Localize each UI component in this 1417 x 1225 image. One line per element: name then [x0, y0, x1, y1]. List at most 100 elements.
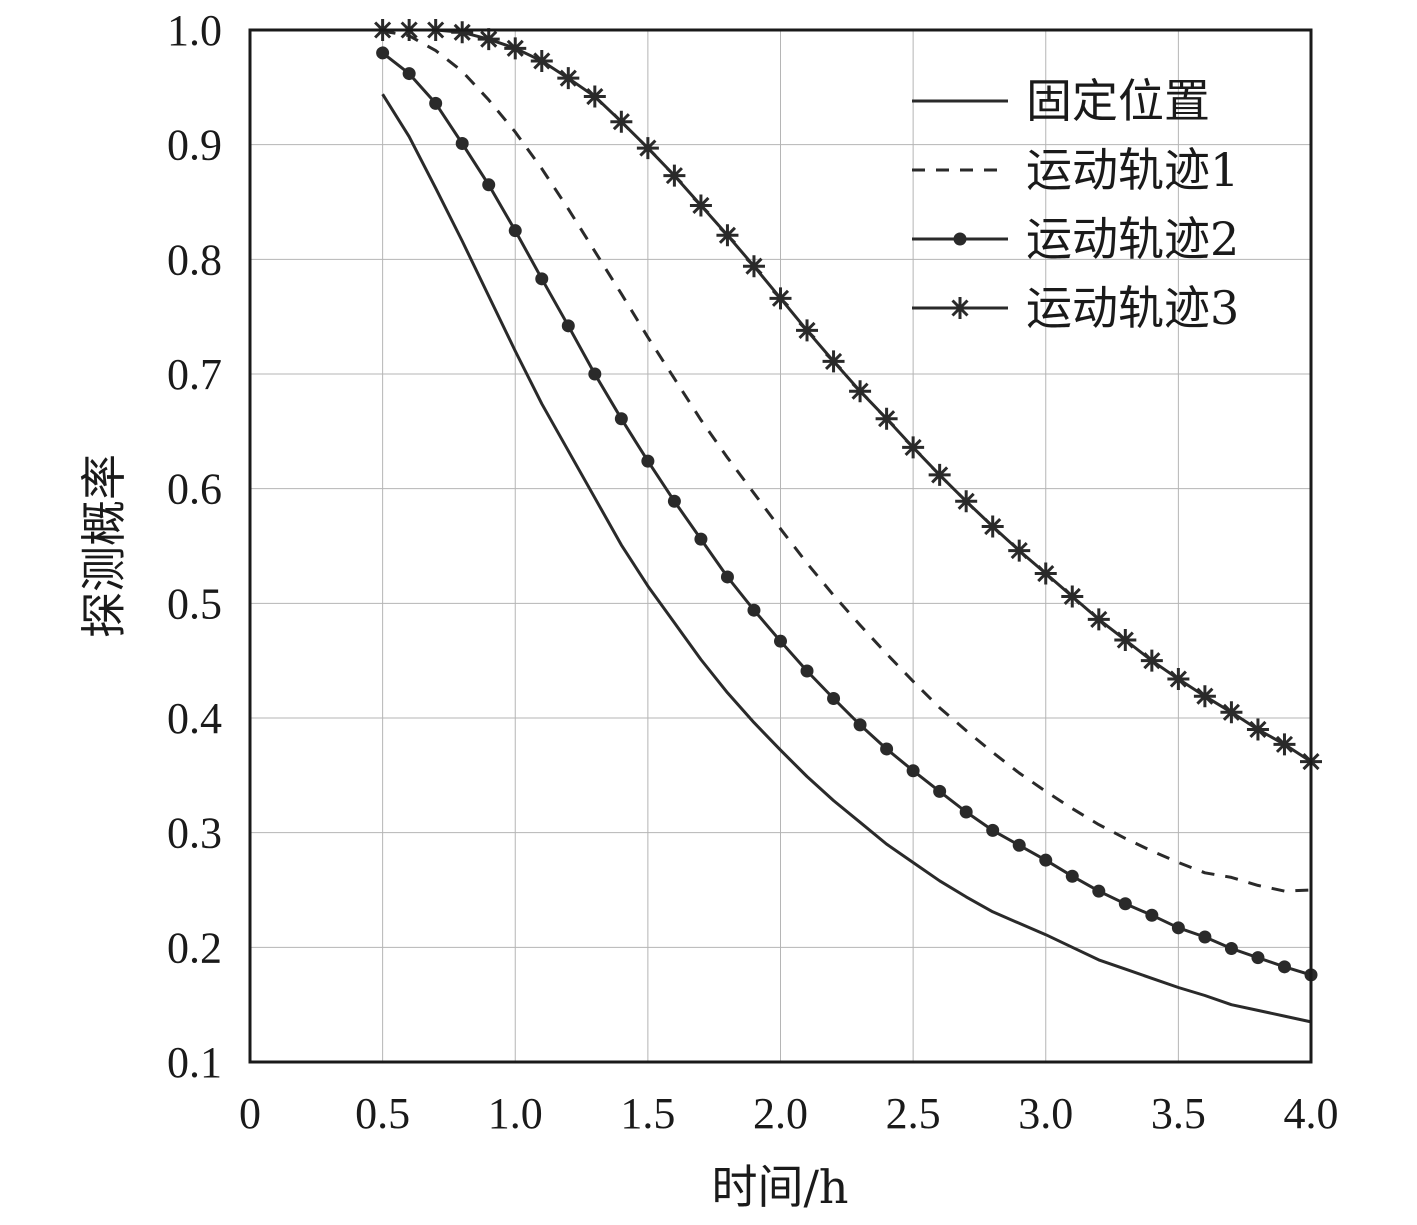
data-point: [667, 494, 681, 508]
series-1: [381, 93, 1312, 1024]
data-point: [663, 164, 686, 187]
x-tick-label: 3.5: [1151, 1089, 1206, 1138]
data-point: [796, 319, 819, 342]
data-point: [1251, 951, 1265, 965]
data-point: [774, 634, 787, 648]
data-point: [1145, 908, 1159, 922]
data-point: [1273, 733, 1296, 756]
x-tick-label: 4.0: [1284, 1089, 1339, 1138]
data-point: [1140, 649, 1163, 672]
legend-item: 运动轨迹1: [912, 143, 1239, 197]
data-point: [849, 380, 872, 403]
series-3: [376, 46, 1318, 982]
data-point: [928, 463, 951, 486]
data-point: [1008, 539, 1031, 562]
data-point: [451, 21, 474, 44]
data-point: [588, 367, 602, 381]
data-point: [561, 319, 575, 333]
data-point: [376, 46, 390, 60]
data-point: [986, 823, 1000, 837]
legend-label: 运动轨迹1: [1026, 143, 1239, 197]
data-point: [1092, 884, 1106, 898]
x-axis-ticks: 0 0.5 1.0 1.5 2.0 2.5 3.0 3.5 4.0: [239, 1089, 1339, 1138]
x-tick-label: 2.5: [886, 1089, 941, 1138]
data-point: [875, 407, 898, 430]
data-point: [906, 764, 920, 778]
data-point: [880, 742, 894, 756]
data-point: [504, 37, 527, 60]
data-point: [827, 692, 841, 706]
data-point: [1224, 941, 1238, 955]
data-point: [1171, 921, 1185, 935]
x-tick-label: 1.0: [488, 1089, 543, 1138]
series-line: [381, 93, 1312, 1024]
data-point: [508, 224, 522, 238]
legend-label: 运动轨迹3: [1026, 281, 1239, 335]
data-point: [1198, 930, 1212, 944]
data-point: [535, 272, 549, 286]
data-point: [1246, 718, 1269, 741]
legend-item: 运动轨迹3: [912, 281, 1239, 335]
y-tick-label: 0.2: [167, 923, 222, 972]
legend-label: 固定位置: [1026, 74, 1210, 128]
data-point: [747, 603, 761, 617]
y-tick-label: 0.8: [167, 235, 222, 284]
data-point: [769, 287, 792, 310]
data-point: [1277, 960, 1291, 974]
series-layer: [371, 19, 1322, 1024]
data-point: [853, 718, 867, 732]
data-point: [1220, 701, 1243, 724]
legend-item: 固定位置: [912, 74, 1210, 128]
series-2: [382, 29, 1312, 893]
data-point: [477, 28, 500, 51]
data-point: [933, 784, 947, 798]
data-point: [557, 67, 580, 90]
data-point: [716, 224, 739, 247]
data-point: [429, 96, 443, 110]
y-axis-ticks: 0.1 0.2 0.3 0.4 0.5 0.6 0.7 0.8 0.9 1.0: [167, 6, 222, 1087]
data-point: [1087, 608, 1110, 631]
data-point: [1065, 869, 1079, 883]
x-axis-title: 时间/h: [711, 1160, 848, 1214]
data-point: [1114, 629, 1137, 652]
series-line: [382, 29, 1312, 893]
x-tick-label: 3.0: [1018, 1089, 1073, 1138]
data-point: [694, 532, 708, 546]
data-point: [800, 664, 814, 678]
series-line: [382, 28, 1312, 763]
data-point: [1034, 562, 1057, 585]
data-point: [636, 137, 659, 160]
data-point: [482, 178, 496, 192]
y-tick-label: 0.6: [167, 465, 222, 514]
x-tick-label: 0.5: [355, 1089, 410, 1138]
data-point: [689, 194, 712, 217]
x-tick-label: 1.5: [620, 1089, 675, 1138]
data-point: [742, 255, 765, 278]
legend-marker: [949, 297, 971, 319]
data-point: [1039, 853, 1053, 867]
data-point: [1012, 838, 1026, 852]
data-point: [455, 137, 469, 151]
y-tick-label: 0.9: [167, 121, 222, 170]
y-tick-label: 0.1: [167, 1038, 222, 1087]
data-point: [610, 110, 633, 133]
data-point: [955, 490, 978, 513]
data-point: [583, 85, 606, 108]
data-point: [720, 570, 734, 584]
data-point: [1118, 897, 1132, 911]
data-point: [959, 805, 973, 819]
legend-marker: [953, 232, 967, 246]
y-tick-label: 0.5: [167, 579, 222, 628]
data-point: [1061, 585, 1084, 608]
y-tick-label: 0.3: [167, 809, 222, 858]
x-tick-label: 2.0: [753, 1089, 808, 1138]
data-point: [402, 67, 416, 81]
plot-frame: [248, 28, 1313, 1064]
data-point: [641, 454, 655, 468]
y-tick-label: 1.0: [167, 6, 222, 55]
data-point: [822, 350, 845, 373]
data-point: [530, 49, 553, 72]
y-axis-title: 探测概率: [77, 454, 131, 638]
